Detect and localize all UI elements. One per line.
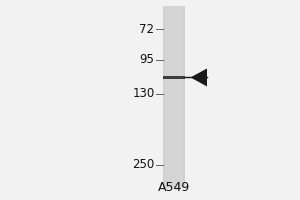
Bar <box>164 76 184 79</box>
Text: 95: 95 <box>140 53 154 66</box>
Bar <box>165 6 183 188</box>
Text: A549: A549 <box>158 181 190 194</box>
Polygon shape <box>190 68 207 86</box>
Text: 72: 72 <box>140 23 154 36</box>
Bar <box>164 6 184 188</box>
Text: 130: 130 <box>132 87 154 100</box>
Text: 250: 250 <box>132 158 154 171</box>
